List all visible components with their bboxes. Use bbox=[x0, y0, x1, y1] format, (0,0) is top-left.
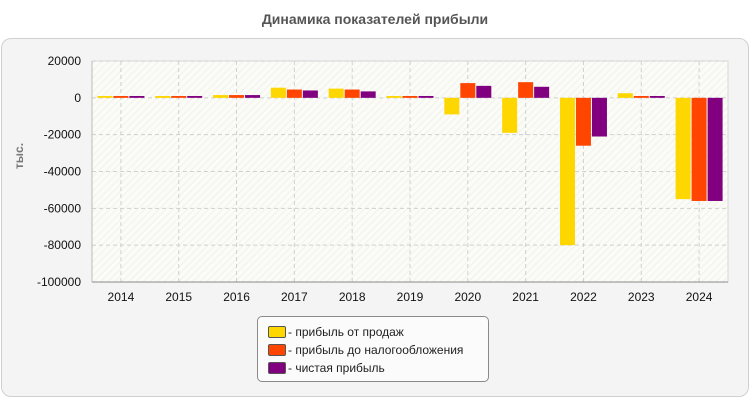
bar-pretax-profit-2022 bbox=[575, 97, 591, 146]
y-tick-label: -40000 bbox=[44, 165, 82, 179]
bar-pretax-profit-2015 bbox=[171, 95, 187, 98]
bar-sales-profit-2024 bbox=[675, 97, 691, 200]
y-axis-label: тыс. bbox=[12, 143, 26, 169]
legend-item-sales-profit: - прибыль от продаж bbox=[268, 325, 404, 339]
bar-net-profit-2014 bbox=[129, 95, 145, 98]
bar-pretax-profit-2024 bbox=[691, 97, 707, 201]
y-tick-label: 0 bbox=[74, 91, 81, 105]
bar-sales-profit-2015 bbox=[155, 95, 171, 98]
bar-pretax-profit-2019 bbox=[402, 95, 418, 98]
bar-sales-profit-2014 bbox=[97, 95, 113, 98]
bar-sales-profit-2021 bbox=[502, 97, 518, 133]
bar-sales-profit-2017 bbox=[270, 87, 286, 98]
x-tick-label: 2017 bbox=[281, 290, 308, 304]
y-tick-label: -100000 bbox=[37, 275, 81, 289]
y-tick-label: 20000 bbox=[48, 54, 82, 68]
bar-net-profit-2024 bbox=[707, 97, 723, 201]
bar-sales-profit-2019 bbox=[386, 95, 402, 98]
bar-net-profit-2021 bbox=[534, 86, 550, 98]
bar-pretax-profit-2018 bbox=[344, 89, 360, 98]
bar-pretax-profit-2014 bbox=[113, 95, 129, 98]
bar-sales-profit-2020 bbox=[444, 97, 460, 115]
bar-net-profit-2017 bbox=[302, 90, 318, 98]
legend-swatch-sales-profit bbox=[268, 326, 286, 338]
legend-swatch-pretax-profit bbox=[268, 344, 286, 356]
x-tick-label: 2024 bbox=[686, 290, 713, 304]
y-tick-label: -20000 bbox=[44, 128, 82, 142]
x-tick-label: 2016 bbox=[223, 290, 250, 304]
bar-pretax-profit-2016 bbox=[229, 95, 245, 98]
legend-label-net-profit: - чистая прибыль bbox=[288, 361, 385, 375]
x-tick-label: 2020 bbox=[454, 290, 481, 304]
bar-net-profit-2015 bbox=[187, 95, 203, 98]
bar-net-profit-2022 bbox=[591, 97, 607, 137]
bar-sales-profit-2018 bbox=[328, 88, 344, 98]
bar-pretax-profit-2023 bbox=[633, 95, 649, 98]
bar-net-profit-2023 bbox=[649, 95, 665, 98]
bar-sales-profit-2023 bbox=[617, 93, 633, 98]
legend-item-net-profit: - чистая прибыль bbox=[268, 361, 385, 375]
legend-item-pretax-profit: - прибыль до налогообложения bbox=[268, 343, 463, 357]
bar-net-profit-2018 bbox=[360, 91, 376, 98]
x-tick-label: 2021 bbox=[512, 290, 539, 304]
y-tick-label: -60000 bbox=[44, 201, 82, 215]
x-tick-label: 2015 bbox=[165, 290, 192, 304]
bar-pretax-profit-2021 bbox=[518, 82, 534, 98]
x-tick-label: 2023 bbox=[628, 290, 655, 304]
x-tick-label: 2022 bbox=[570, 290, 597, 304]
legend-label-sales-profit: - прибыль от продаж bbox=[288, 325, 404, 339]
x-tick-label: 2019 bbox=[397, 290, 424, 304]
x-tick-label: 2014 bbox=[108, 290, 135, 304]
bar-net-profit-2016 bbox=[245, 95, 261, 98]
bar-pretax-profit-2017 bbox=[286, 89, 302, 98]
y-tick-label: -80000 bbox=[44, 238, 82, 252]
bar-net-profit-2019 bbox=[418, 95, 434, 98]
chart-title: Динамика показателей прибыли bbox=[261, 11, 489, 27]
bar-sales-profit-2016 bbox=[213, 95, 229, 98]
bar-sales-profit-2022 bbox=[559, 97, 575, 246]
legend-swatch-net-profit bbox=[268, 362, 286, 374]
legend: - прибыль от продаж - прибыль до налогоо… bbox=[257, 316, 489, 382]
x-tick-label: 2018 bbox=[339, 290, 366, 304]
legend-label-pretax-profit: - прибыль до налогообложения bbox=[288, 343, 464, 357]
bar-net-profit-2020 bbox=[476, 85, 492, 98]
bar-pretax-profit-2020 bbox=[460, 83, 476, 98]
